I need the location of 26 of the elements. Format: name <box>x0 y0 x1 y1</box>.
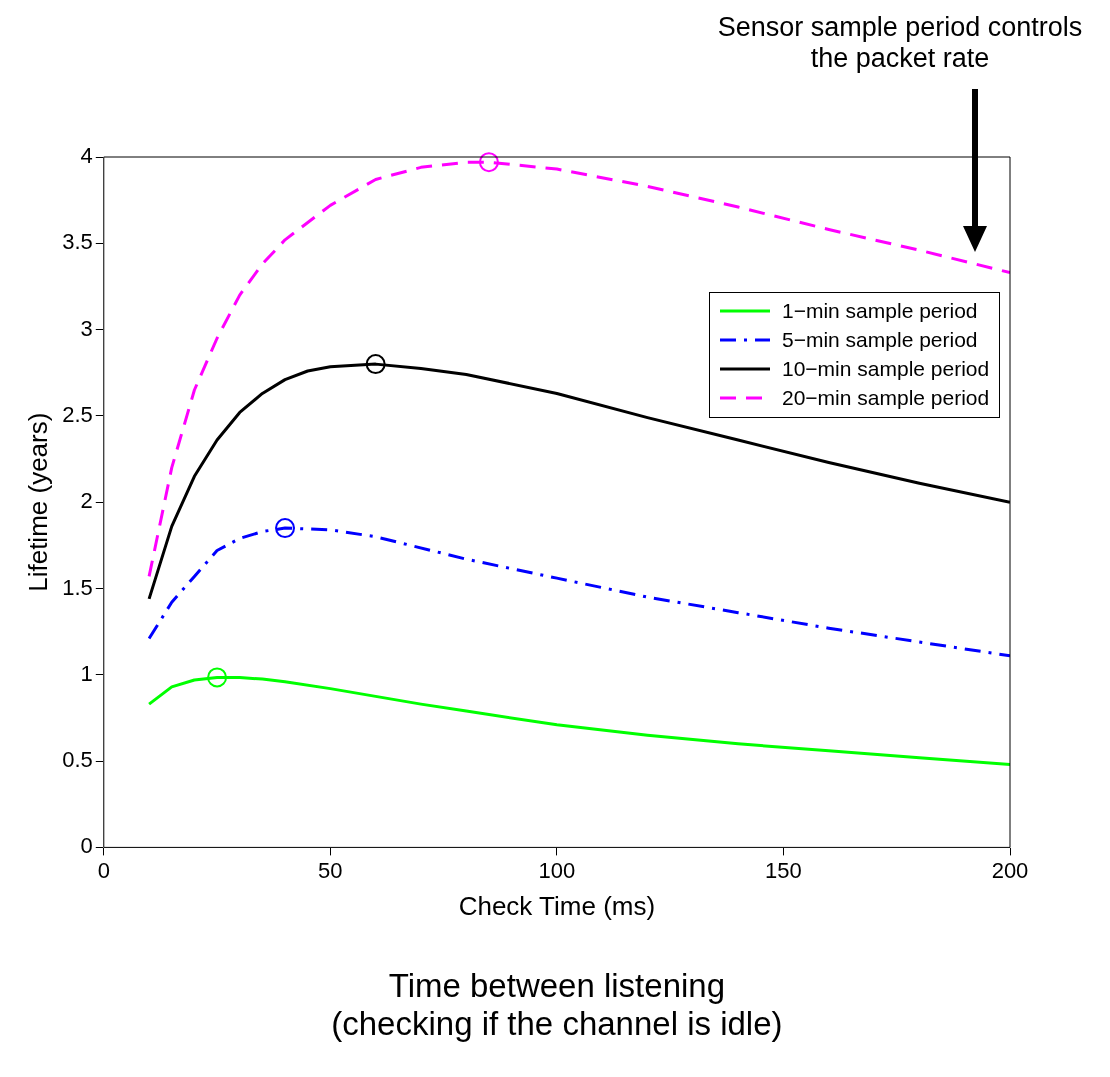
y-tick-label: 3.5 <box>62 229 93 255</box>
y-tick-label: 1 <box>80 660 93 686</box>
point <box>478 152 499 173</box>
y-tick-label: 2.5 <box>62 401 93 427</box>
y-tick-label: 2 <box>80 488 93 514</box>
text: Sensor sample period controls the packet rate <box>716 12 1084 74</box>
legend-label: 5−min sample period <box>782 328 978 353</box>
x-tick-label: 50 <box>318 857 343 883</box>
x-tick-label: 200 <box>991 857 1029 883</box>
y-tick-label: 3 <box>80 315 93 341</box>
x-tick-label: 0 <box>97 857 110 883</box>
point <box>207 667 228 688</box>
y-axis-title: Lifetime (years) <box>22 412 53 592</box>
y-tick-label: 0 <box>80 833 93 859</box>
y-tick-label: 1.5 <box>62 574 93 600</box>
x-tick-label: 150 <box>765 857 802 883</box>
legend-label: 10−min sample period <box>782 357 990 382</box>
point <box>365 354 386 375</box>
text: Time between listening (checking if the channel is idle) <box>330 967 784 1044</box>
x-tick-label: 100 <box>538 857 576 883</box>
legend-label: 20−min sample period <box>782 386 990 411</box>
legend-label: 1−min sample period <box>782 299 978 324</box>
y-tick-label: 0.5 <box>62 747 93 773</box>
y-tick-label: 4 <box>80 143 93 169</box>
point <box>275 518 296 539</box>
x-axis-title: Check Time (ms) <box>458 890 656 921</box>
